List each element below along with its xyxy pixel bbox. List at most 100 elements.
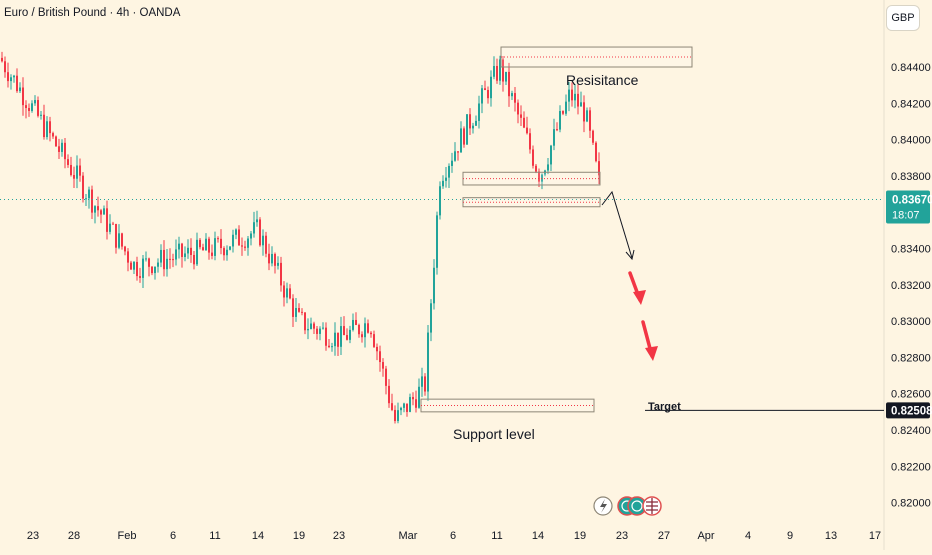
candle (1, 57, 3, 62)
candle (157, 262, 159, 267)
candle (145, 258, 147, 260)
candle (166, 258, 168, 270)
candle (49, 121, 51, 134)
candle (142, 258, 144, 278)
candle (16, 75, 18, 92)
candle (340, 326, 342, 347)
candle (469, 114, 471, 129)
time-tick-label: 23 (616, 530, 628, 542)
candle (229, 246, 231, 250)
candle (349, 329, 351, 340)
candle (259, 219, 261, 246)
candle (535, 165, 537, 172)
time-axis[interactable]: 23 28 Feb 6 11 14 19 23 Mar 6 11 14 19 23 27 Apr 4 9 13 17 (27, 530, 881, 542)
time-tick-label: Mar (399, 530, 418, 542)
candle (127, 251, 129, 263)
candle (106, 208, 108, 232)
candle (220, 238, 222, 249)
candle (103, 208, 105, 215)
candle (235, 229, 237, 235)
candle (187, 247, 189, 254)
candle (526, 127, 528, 134)
candle (232, 234, 234, 247)
time-tick-label: 6 (450, 530, 456, 542)
candle (583, 102, 585, 122)
time-tick-label: 11 (209, 530, 220, 542)
candle (193, 254, 195, 265)
candle (442, 180, 444, 187)
currency-button[interactable]: GBP (886, 5, 920, 31)
candle (46, 121, 48, 138)
candle (277, 262, 279, 266)
price-axis[interactable]: 0.84400 0.84200 0.84000 0.83800 0.83400 0.832… (883, 0, 931, 550)
economic-events-icon (617, 496, 647, 516)
candle (331, 346, 333, 348)
price-tick-label: 0.84200 (891, 98, 931, 110)
candle (415, 399, 417, 408)
candle (592, 130, 594, 143)
candle (502, 59, 504, 82)
candle (205, 238, 207, 251)
candle (283, 285, 285, 298)
candle (457, 151, 459, 153)
candle (94, 206, 96, 213)
candle (265, 235, 267, 254)
time-tick-label: 14 (252, 530, 264, 542)
projection-path (601, 190, 633, 259)
candle (160, 249, 162, 263)
candle (208, 238, 210, 253)
candle (529, 133, 531, 150)
candle (562, 111, 564, 114)
candle (487, 90, 489, 99)
candle (70, 164, 72, 176)
candle (304, 312, 306, 331)
candle (31, 103, 33, 111)
candle (97, 206, 99, 211)
candle (505, 71, 507, 82)
candle (574, 93, 576, 101)
candle (445, 177, 447, 181)
time-tick-label: 9 (787, 530, 793, 542)
candle (61, 142, 63, 152)
price-tick-label: 0.82000 (891, 498, 931, 510)
candle (241, 245, 243, 247)
candle (82, 175, 84, 199)
candle (517, 102, 519, 115)
down-arrow-1-head (633, 290, 646, 305)
candle (100, 210, 102, 215)
price-tick-label: 0.82200 (891, 461, 931, 473)
candle (196, 239, 198, 265)
candle (334, 332, 336, 347)
candle (451, 160, 453, 166)
candle (382, 362, 384, 369)
candle (280, 262, 282, 286)
candle (73, 175, 75, 179)
price-tick-label: 0.83800 (891, 171, 931, 183)
time-tick-label: Apr (697, 530, 714, 542)
price-tag-value: 0.83670 (892, 194, 932, 206)
candle (139, 276, 141, 278)
target-tag-value: 0.82508 (891, 405, 932, 417)
flag-icon-glyph (646, 498, 658, 514)
candle (79, 165, 81, 176)
candle (511, 93, 513, 97)
time-tick-label: 28 (68, 530, 80, 542)
price-tick-label: 0.82800 (891, 352, 931, 364)
candle (478, 103, 480, 121)
candle (313, 323, 315, 329)
candle (169, 258, 171, 260)
time-tick-label: Feb (118, 530, 137, 542)
candle (214, 238, 216, 256)
candle (85, 198, 87, 200)
time-tick-label: 11 (491, 530, 502, 542)
candle (286, 288, 288, 298)
candle (412, 397, 414, 400)
candle (580, 102, 582, 107)
candle (364, 323, 366, 338)
candle (472, 125, 474, 129)
target-tag (886, 402, 930, 419)
candle (58, 146, 60, 152)
candle (28, 108, 30, 111)
